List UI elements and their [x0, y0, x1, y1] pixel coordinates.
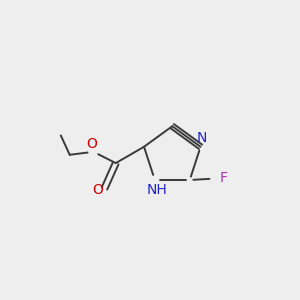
Text: NH: NH — [147, 182, 168, 197]
Text: F: F — [219, 171, 227, 184]
Text: O: O — [87, 137, 98, 151]
Text: O: O — [92, 183, 104, 197]
Text: N: N — [197, 131, 207, 145]
